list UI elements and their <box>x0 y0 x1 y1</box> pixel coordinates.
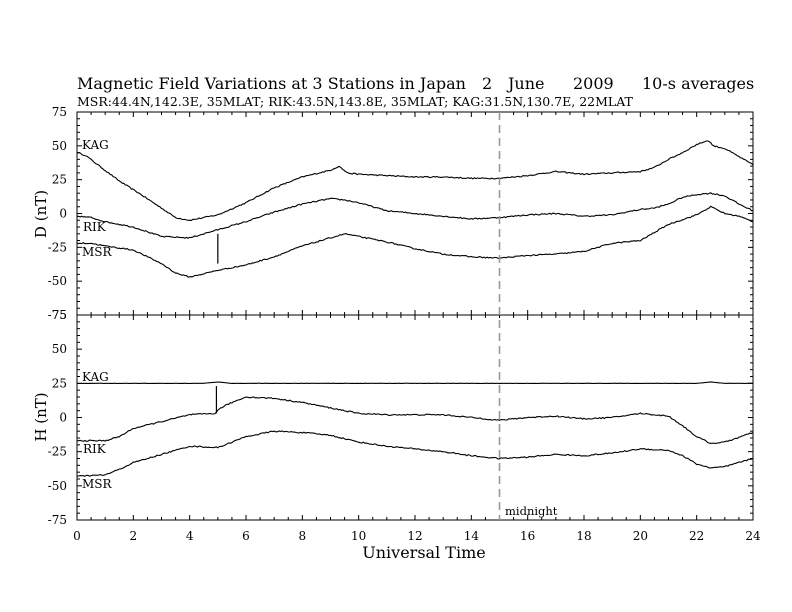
y-tick-label: 75 <box>52 308 67 322</box>
chart-title: Magnetic Field Variations at 3 Stations … <box>77 74 466 93</box>
y-tick-label: -25 <box>48 445 67 459</box>
chart-title-resolution: 10-s averages <box>642 74 754 93</box>
chart-subtitle: MSR:44.4N,142.3E, 35MLAT; RIK:43.5N,143.… <box>77 94 634 109</box>
label-h-kag: KAG <box>82 370 109 384</box>
y-tick-label: 50 <box>52 139 67 153</box>
label-d-kag: KAG <box>82 138 109 152</box>
y-tick-label: 25 <box>52 376 67 390</box>
x-tick-label: 20 <box>633 529 648 543</box>
series-line-h-kag <box>76 381 753 384</box>
series-line-d-rik <box>76 192 754 239</box>
y-tick-label: 25 <box>52 173 67 187</box>
y-tick-label: -75 <box>48 513 67 527</box>
x-tick-label: 2 <box>130 529 138 543</box>
x-tick-label: 10 <box>351 529 366 543</box>
y-tick-label: -50 <box>48 274 67 288</box>
y-tick-label: 0 <box>59 411 67 425</box>
label-d-rik: RIK <box>83 220 107 234</box>
y-tick-label: 50 <box>52 342 67 356</box>
label-h-rik: RIK <box>83 442 107 456</box>
x-tick-label: 16 <box>520 529 535 543</box>
panel-h-ylabel: H (nT) <box>32 392 50 441</box>
x-tick-label: 14 <box>464 529 480 543</box>
x-tick-label: 22 <box>689 529 704 543</box>
series-line-h-rik <box>76 396 754 445</box>
series-line-h-msr <box>76 430 754 477</box>
x-tick-label: 12 <box>407 529 422 543</box>
x-tick-label: 24 <box>745 529 761 543</box>
x-tick-label: 4 <box>186 529 194 543</box>
label-d-msr: MSR <box>82 245 113 259</box>
x-tick-label: 6 <box>242 529 250 543</box>
x-tick-label: 8 <box>299 529 307 543</box>
y-tick-label: -75 <box>48 308 67 322</box>
y-tick-label: 0 <box>59 207 67 221</box>
series-line-d-msr <box>76 205 754 278</box>
panel-d-ylabel: D (nT) <box>32 190 50 238</box>
y-tick-label: -50 <box>48 479 67 493</box>
series-line-d-kag <box>76 140 754 222</box>
chart-title-day: 2 <box>482 74 492 93</box>
x-tick-label: 18 <box>576 529 591 543</box>
chart-title-year: 2009 <box>573 74 614 93</box>
x-axis-label: Universal Time <box>362 543 485 562</box>
chart-title-month: June <box>506 74 545 93</box>
label-h-msr: MSR <box>82 477 113 491</box>
x-tick-label: 0 <box>73 529 81 543</box>
midnight-label: midnight <box>505 504 558 518</box>
y-tick-label: -25 <box>48 240 67 254</box>
y-tick-label: 75 <box>52 105 67 119</box>
